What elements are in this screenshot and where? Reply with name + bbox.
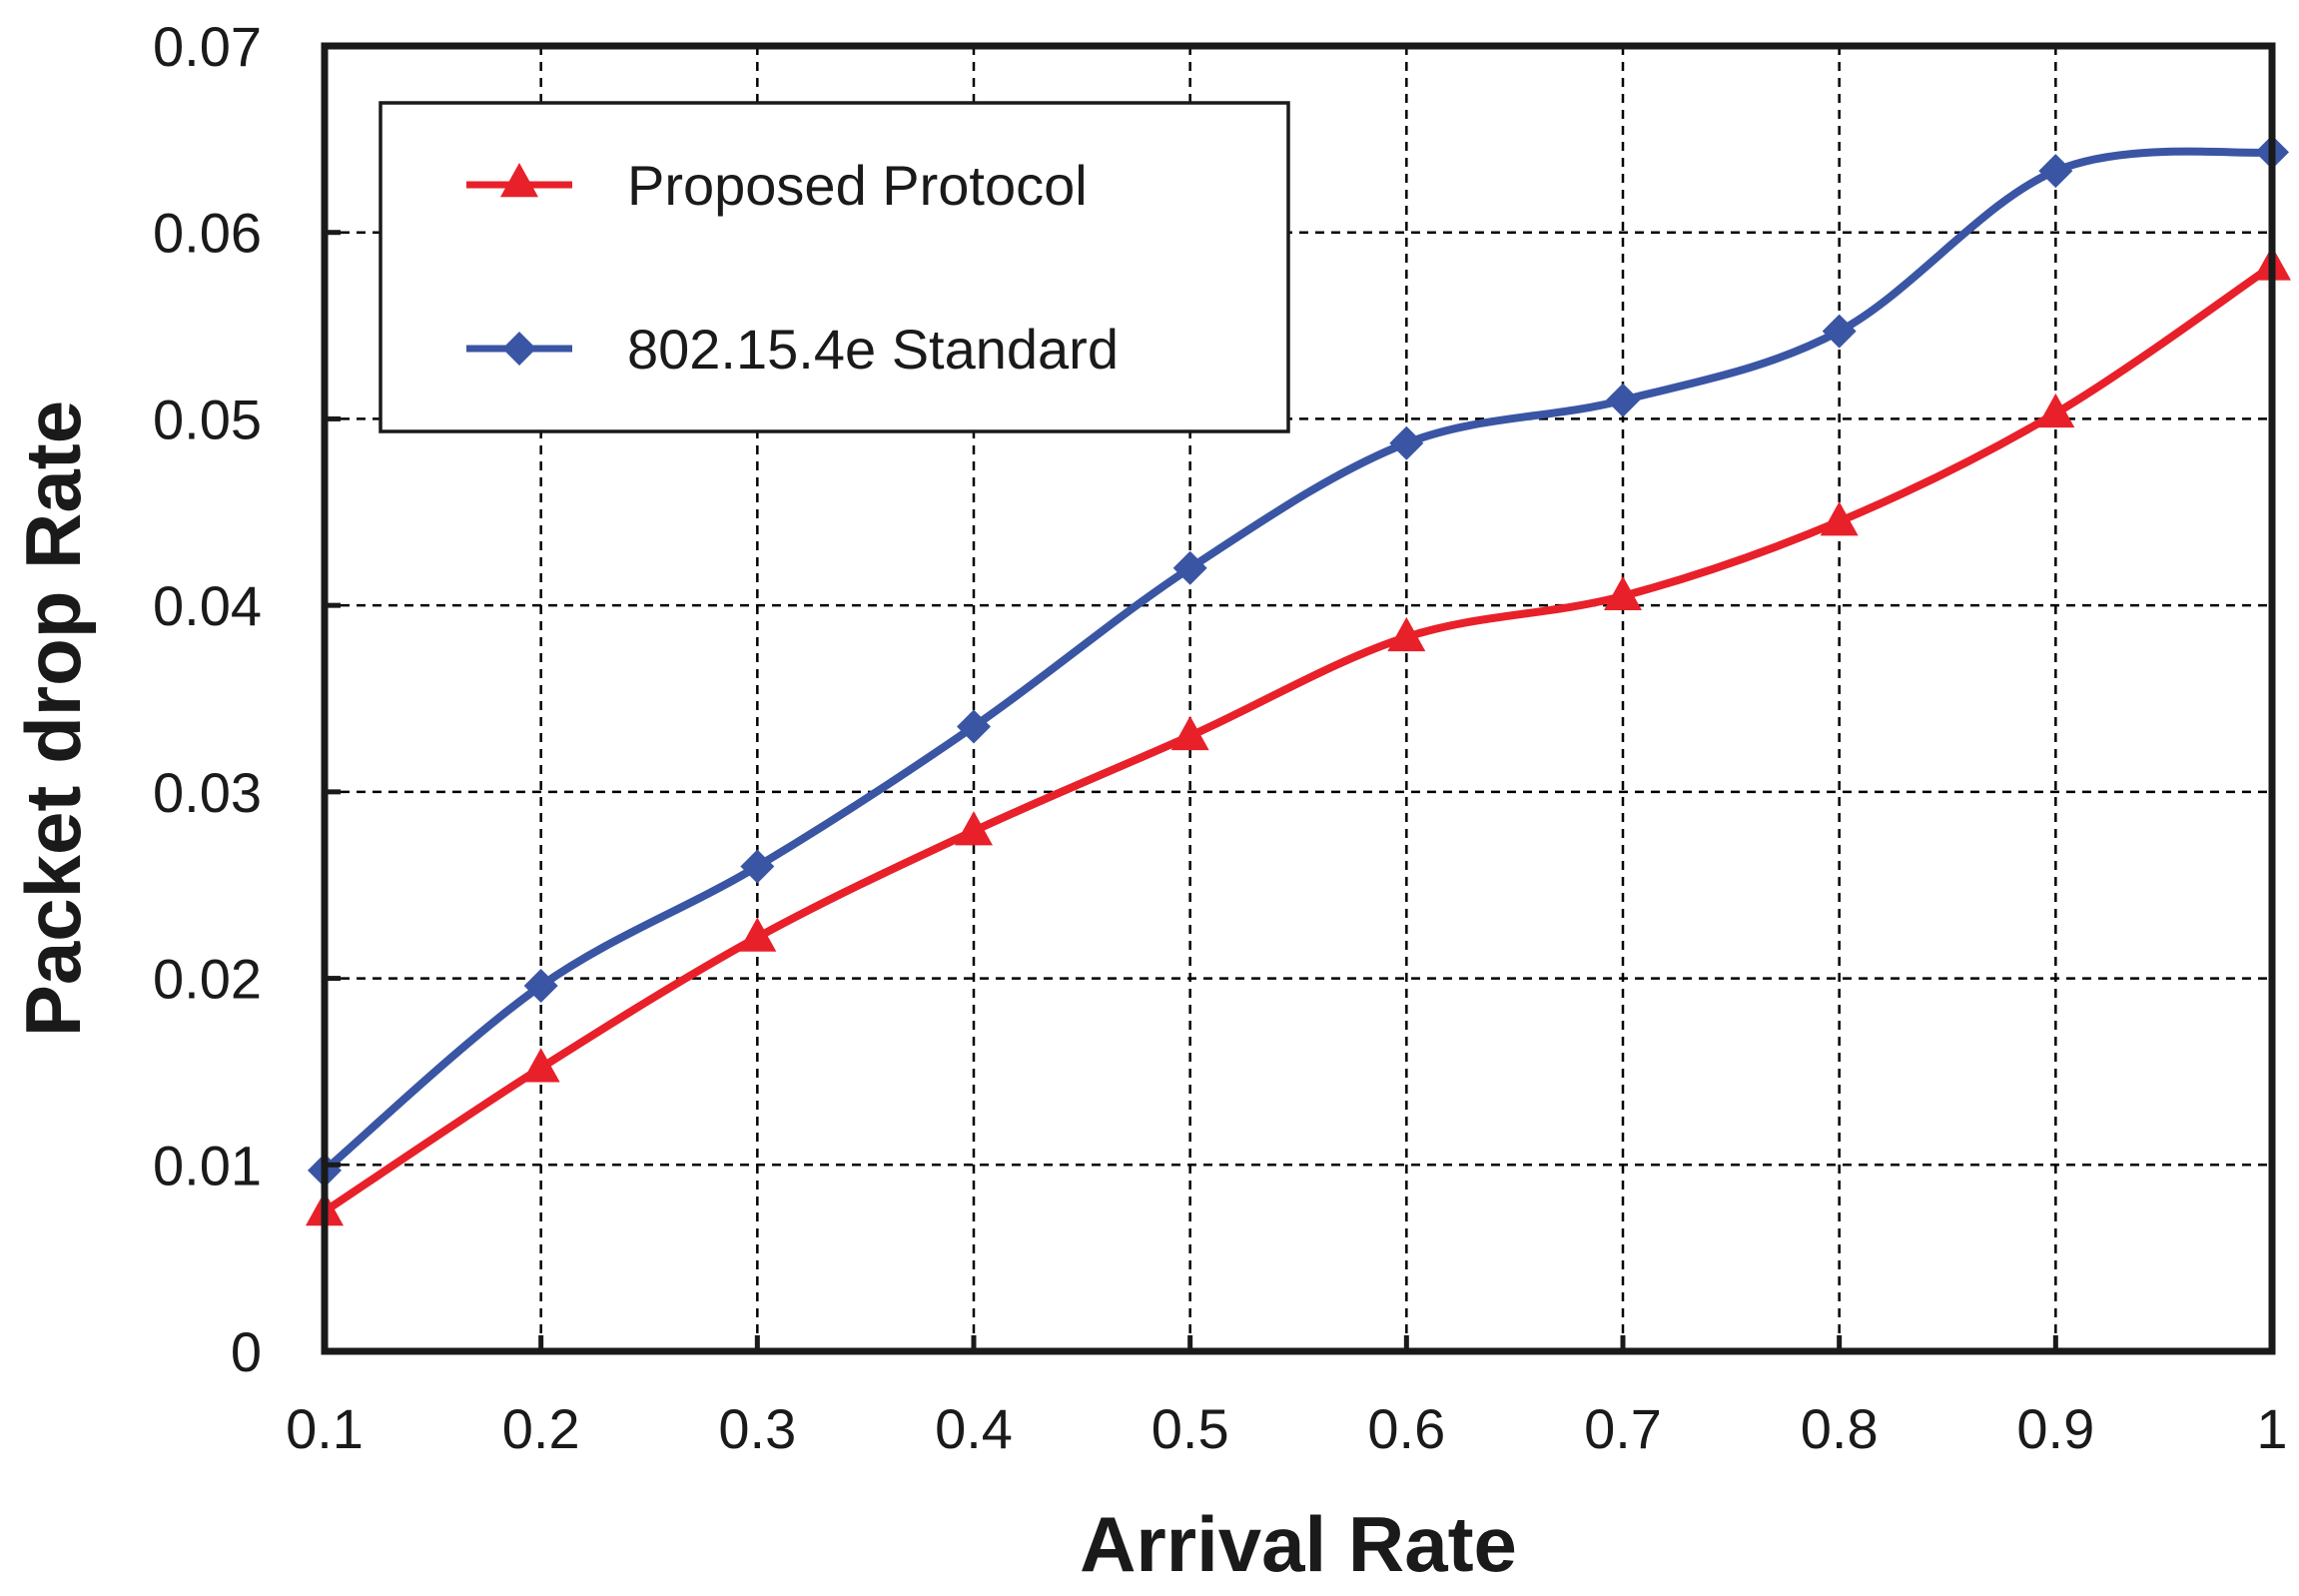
data-point-proposed-protocol <box>2036 393 2075 428</box>
data-point-802-15-4e-standard <box>740 849 775 884</box>
data-point-802-15-4e-standard <box>957 709 991 744</box>
x-axis-title: Arrival Rate <box>1080 1500 1517 1588</box>
series-line-proposed-protocol <box>321 262 2276 1215</box>
plot-frame <box>321 42 2276 1355</box>
x-tick-label: 0.2 <box>502 1397 580 1460</box>
data-point-802-15-4e-standard <box>1822 314 1857 349</box>
x-tick-label: 0.3 <box>718 1397 796 1460</box>
series-markers <box>306 135 2291 1226</box>
y-tick-label: 0.07 <box>153 15 262 78</box>
x-tick-label: 0.7 <box>1584 1397 1662 1460</box>
x-tick-label: 0.9 <box>2016 1397 2094 1460</box>
data-point-802-15-4e-standard <box>2038 154 2073 189</box>
data-point-proposed-protocol <box>1387 616 1426 652</box>
x-tick-label: 0.6 <box>1367 1397 1445 1460</box>
y-tick-label: 0.02 <box>153 948 262 1011</box>
series-lines <box>321 147 2276 1215</box>
tick-labels: 0.1 0.2 0.3 0.4 0.5 0.6 0.7 0.8 0.9 1 0 0.01 0.02 0.0… <box>153 15 2288 1460</box>
x-tick-label: 1 <box>2256 1397 2287 1460</box>
data-point-proposed-protocol <box>1170 715 1209 751</box>
legend-marker-proposed-protocol <box>500 163 538 198</box>
legend-box <box>379 101 1290 433</box>
legend-marker-802-15-4e-standard <box>502 332 536 366</box>
gridlines <box>325 46 2272 1351</box>
y-tick-label: 0.05 <box>153 388 262 450</box>
data-point-proposed-protocol <box>1604 575 1642 611</box>
x-tick-label: 0.5 <box>1151 1397 1229 1460</box>
data-point-proposed-protocol <box>1820 501 1859 536</box>
data-point-802-15-4e-standard <box>1172 550 1207 585</box>
data-point-802-15-4e-standard <box>1606 383 1640 417</box>
data-point-802-15-4e-standard <box>523 969 558 1004</box>
data-point-proposed-protocol <box>521 1048 560 1083</box>
data-point-proposed-protocol <box>955 811 993 846</box>
series-line-802-15-4e-standard <box>321 147 2276 1175</box>
y-tick-label: 0 <box>231 1320 262 1383</box>
data-point-proposed-protocol <box>738 917 777 952</box>
x-tick-label: 0.4 <box>935 1397 1013 1460</box>
axis-ticks <box>322 43 2275 1354</box>
y-tick-label: 0.01 <box>153 1134 262 1197</box>
y-tick-label: 0.04 <box>153 574 262 637</box>
legend-label-802-15-4e-standard: 802.15.4e Standard <box>627 318 1119 381</box>
legend: Proposed Protocol 802.15.4e Standard <box>379 101 1290 433</box>
data-point-802-15-4e-standard <box>1389 425 1424 460</box>
x-tick-label: 0.8 <box>1801 1397 1879 1460</box>
legend-label-proposed-protocol: Proposed Protocol <box>627 154 1088 217</box>
x-tick-label: 0.1 <box>286 1397 364 1460</box>
y-axis-title: Packet drop Rate <box>9 400 97 1037</box>
y-tick-label: 0.03 <box>153 761 262 824</box>
y-tick-label: 0.06 <box>153 202 262 265</box>
